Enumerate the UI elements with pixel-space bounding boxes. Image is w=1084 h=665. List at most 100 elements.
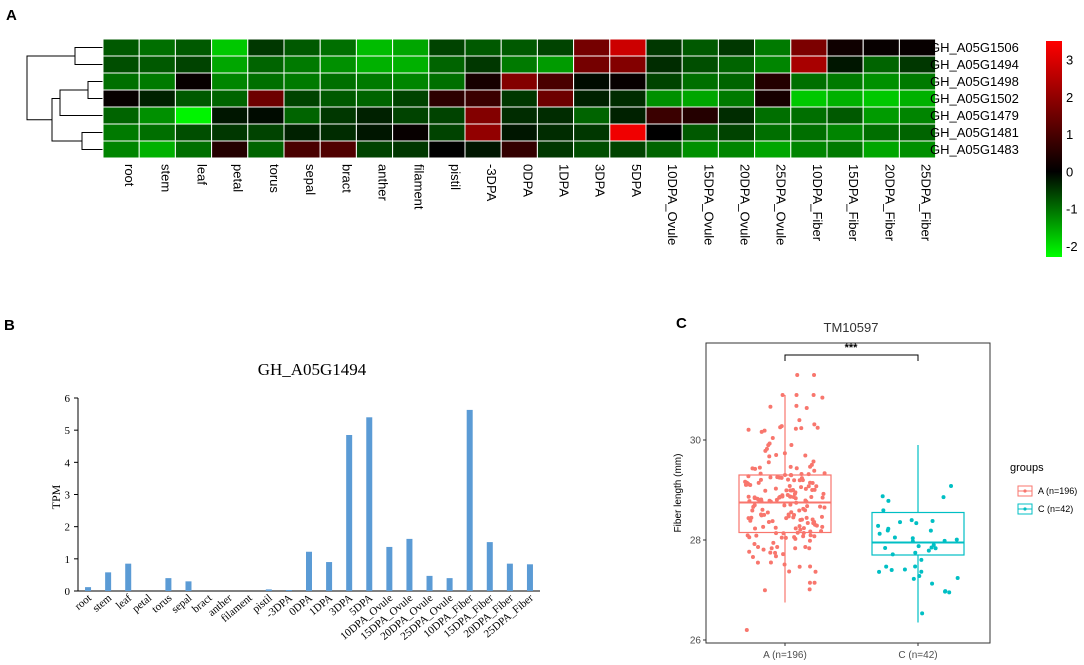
panel-letter-a: A <box>6 7 17 24</box>
bar-category-label: root <box>73 592 94 613</box>
heatmap-cell <box>790 123 828 142</box>
heatmap-row-label: GH_A05G1506 <box>930 40 1019 55</box>
heatmap-cell <box>500 72 538 91</box>
heatmap-cell <box>500 38 538 57</box>
bar-y-tick-label: 6 <box>65 393 71 405</box>
box-data-point <box>884 564 889 569</box>
heatmap-cell <box>247 89 285 108</box>
colorbar-tick-label: -1 <box>1066 202 1078 217</box>
box-data-point <box>805 504 810 509</box>
box-data-point <box>791 515 796 520</box>
box-data-point <box>755 560 760 565</box>
heatmap-cell <box>826 140 864 159</box>
box-data-point <box>800 478 805 483</box>
heatmap-cell <box>826 106 864 125</box>
box-data-point <box>814 523 819 528</box>
bar <box>426 575 433 591</box>
box-data-point <box>812 534 817 539</box>
heatmap-cell <box>355 55 394 74</box>
heatmap-cell <box>681 89 719 108</box>
heatmap-cell <box>464 123 502 142</box>
heatmap-cell <box>609 89 647 108</box>
box-data-point <box>763 488 768 493</box>
heatmap-column-label: bract <box>339 164 354 193</box>
box-data-point <box>753 526 758 531</box>
heatmap-column-label: 20DPA_Fiber <box>882 164 897 242</box>
heatmap-colorbar: 3 2 1 0 -1 -2 <box>1046 41 1078 257</box>
box-data-point <box>815 425 820 430</box>
heatmap-cell <box>754 38 792 57</box>
heatmap-cell <box>500 123 538 142</box>
heatmap-cell <box>609 72 647 91</box>
heatmap-row-label: GH_A05G1483 <box>930 142 1019 157</box>
box-data-point <box>820 495 825 500</box>
heatmap-cell <box>573 55 611 74</box>
box-data-point <box>803 508 808 513</box>
heatmap-cell <box>754 89 792 108</box>
heatmap-cell <box>211 106 249 125</box>
panel-letter-c: C <box>676 315 687 332</box>
heatmap-cell <box>138 89 176 108</box>
heatmap-cell <box>826 123 864 142</box>
box-data-point <box>813 569 818 574</box>
heatmap-column-label: 25DPA_Ovule <box>774 164 789 245</box>
box-data-point <box>798 517 803 522</box>
box-data-point <box>756 480 761 485</box>
heatmap-column-label: 3DPA <box>593 164 608 197</box>
box-data-point <box>746 494 751 499</box>
bar <box>306 551 312 591</box>
box-data-point <box>797 564 802 569</box>
heatmap-cell <box>138 38 176 57</box>
box-data-point <box>781 552 786 557</box>
box-data-point <box>746 427 751 432</box>
box-x-tick-label: A (n=196) <box>763 650 807 661</box>
heatmap-cell <box>283 55 321 74</box>
box-data-point <box>804 515 809 520</box>
heatmap-cell <box>681 106 719 125</box>
heatmap-cell <box>754 72 792 91</box>
heatmap-column-label: 1DPA <box>557 164 572 197</box>
heatmap-cell <box>645 38 683 57</box>
legend-label: C (n=42) <box>1038 504 1073 514</box>
box-data-point <box>747 535 752 540</box>
heatmap-cell <box>898 140 937 159</box>
box-data-point <box>898 520 903 525</box>
box-data-point <box>750 555 755 560</box>
box-data-point <box>779 535 784 540</box>
heatmap-cell <box>283 106 321 125</box>
heatmap-cell <box>355 106 394 125</box>
box-data-point <box>810 481 815 486</box>
bar-y-tick-label: 2 <box>65 522 71 534</box>
box-data-point <box>801 534 806 539</box>
heatmap-cell <box>573 38 611 57</box>
heatmap-cell <box>609 106 647 125</box>
heatmap-cell <box>283 89 321 108</box>
heatmap-cell <box>790 140 828 159</box>
box-data-point <box>821 491 826 496</box>
box-data-point <box>890 552 895 557</box>
heatmap-cell <box>247 106 285 125</box>
heatmap-cell <box>790 55 828 74</box>
box-rect <box>738 474 832 534</box>
heatmap-cell <box>102 38 140 57</box>
box-data-point <box>756 544 761 549</box>
box-data-point <box>807 587 812 592</box>
heatmap-cell <box>355 89 394 108</box>
bar <box>486 542 493 591</box>
heatmap-cell <box>862 123 900 142</box>
heatmap-cell <box>211 89 249 108</box>
heatmap-cell <box>174 72 213 91</box>
box-data-point <box>883 545 888 550</box>
box-data-point <box>775 475 780 480</box>
box-data-point <box>793 546 798 551</box>
box-data-point <box>750 508 755 513</box>
heatmap-row-label: GH_A05G1502 <box>930 91 1019 106</box>
heatmap-cell <box>862 55 900 74</box>
bar <box>386 546 393 591</box>
box-data-point <box>793 526 798 531</box>
box-data-point <box>782 503 787 508</box>
box-data-point <box>761 547 766 552</box>
box-data-point <box>768 404 773 409</box>
heatmap-cell <box>102 106 140 125</box>
